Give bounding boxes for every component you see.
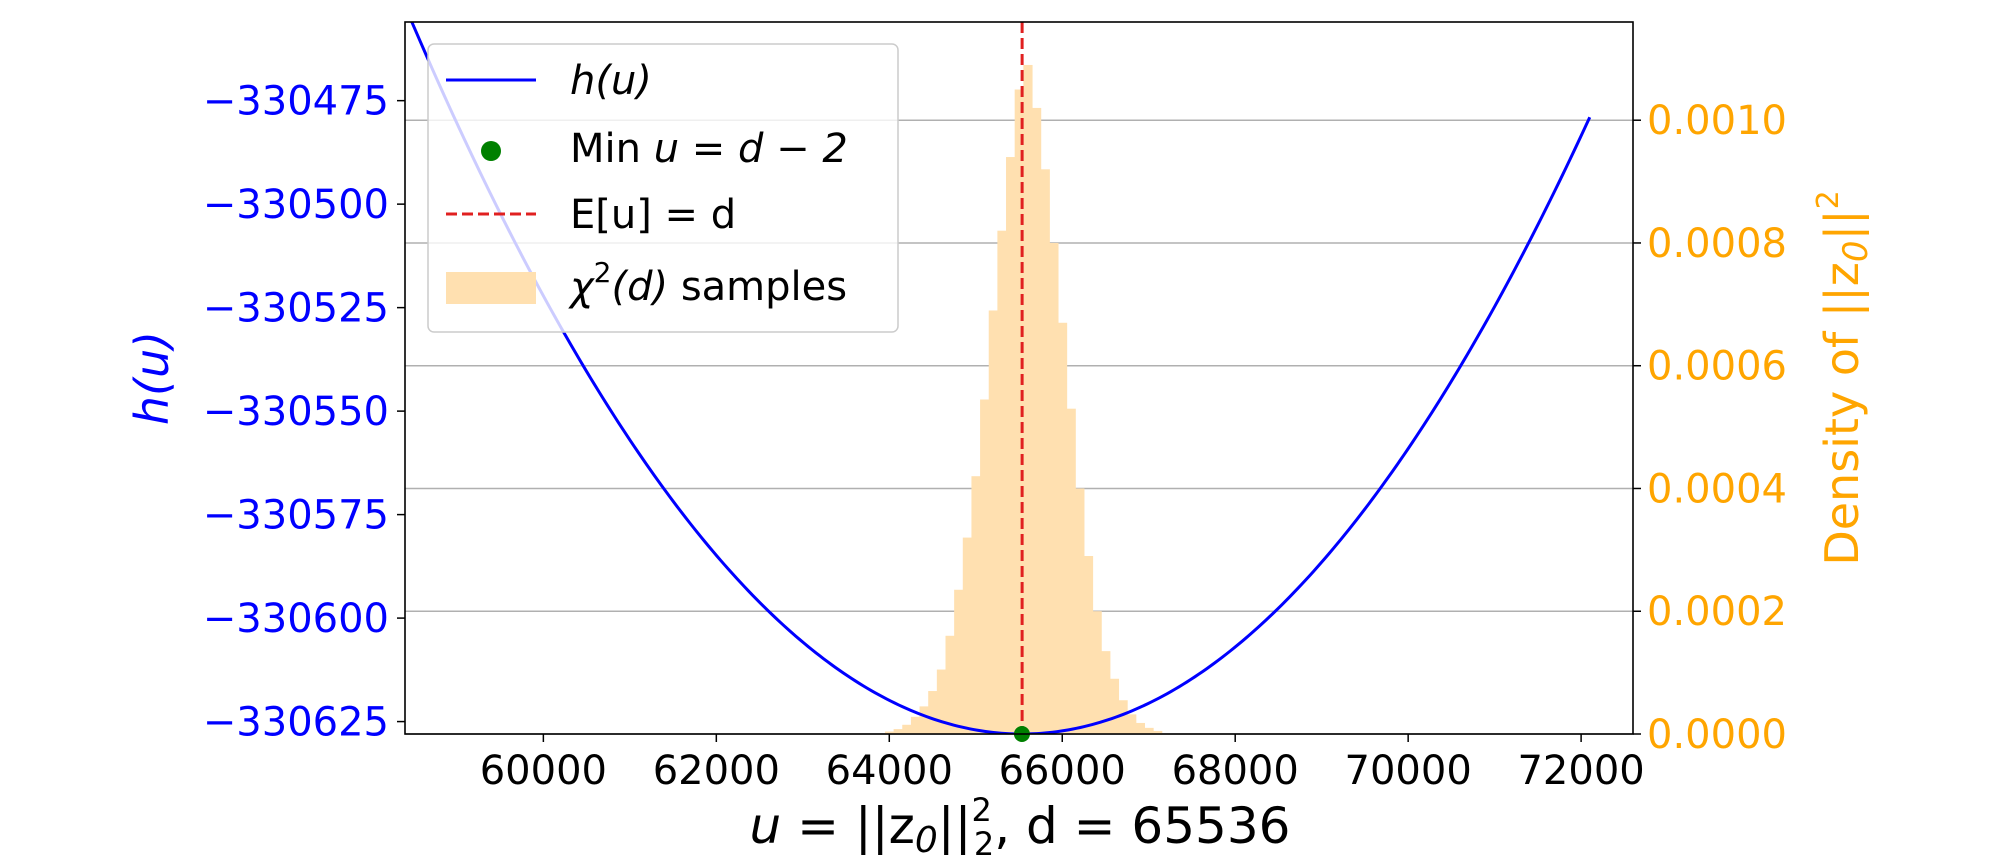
histogram-bar — [1127, 714, 1137, 734]
left-tick-label: −330500 — [203, 182, 389, 228]
legend-label-curve: h(u) — [570, 58, 652, 104]
x-axis-ticks: 60000 62000 64000 66000 68000 70000 72000 — [480, 734, 1645, 794]
histogram-bar — [954, 589, 964, 734]
x-tick-label: 68000 — [1172, 748, 1299, 794]
right-tick-label: 0.0010 — [1647, 98, 1787, 144]
x-axis-label: u = ||z0||2 2, d = 65536 — [750, 791, 1291, 860]
histogram-bar — [1006, 157, 1016, 734]
right-tick-label: 0.0004 — [1647, 466, 1787, 512]
right-tick-label: 0.0002 — [1647, 589, 1787, 635]
histogram-bar — [1023, 64, 1033, 734]
histogram-bar — [902, 724, 912, 734]
right-tick-label: 0.0000 — [1647, 712, 1787, 758]
legend-label-hist: χ2(d) samples — [568, 256, 847, 310]
histogram-bar — [1083, 556, 1094, 734]
right-axis-label: Density of ||z0||2 — [1811, 190, 1876, 565]
histogram-bar — [893, 729, 903, 734]
histogram-bars — [884, 64, 1163, 734]
left-tick-label: −330575 — [203, 493, 389, 539]
legend-swatch-min — [481, 141, 501, 161]
histogram-bar — [884, 731, 895, 734]
histogram-bar — [1118, 700, 1128, 734]
left-tick-label: −330600 — [203, 596, 389, 642]
histogram-bar — [1092, 611, 1102, 734]
right-tick-label: 0.0008 — [1647, 221, 1787, 267]
histogram-bar — [1031, 107, 1042, 734]
histogram-bar — [1153, 730, 1163, 734]
histogram-bar — [1066, 408, 1076, 734]
x-tick-label: 72000 — [1517, 748, 1644, 794]
left-tick-label: −330550 — [203, 389, 389, 435]
x-tick-label: 60000 — [480, 748, 607, 794]
x-tick-label: 64000 — [826, 748, 953, 794]
histogram-bar — [962, 537, 973, 734]
histogram-bar — [1049, 242, 1059, 734]
x-tick-label: 70000 — [1345, 748, 1472, 794]
histogram-bar — [919, 706, 929, 734]
histogram-bar — [997, 230, 1007, 734]
histogram-bar — [988, 310, 998, 734]
histogram-bar — [928, 691, 938, 734]
histogram-bar — [1109, 678, 1120, 734]
left-axis-ticks: −330475 −330500 −330525 −330550 −330575 −3306… — [203, 79, 405, 746]
legend-box — [427, 43, 899, 333]
histogram-bar — [1057, 322, 1068, 734]
left-tick-label: −330525 — [203, 286, 389, 332]
x-tick-label: 66000 — [999, 748, 1126, 794]
histogram-bar — [1040, 169, 1050, 734]
histogram-bar — [1101, 651, 1111, 734]
left-axis-label: h(u) — [125, 331, 179, 425]
histogram-bar — [945, 635, 955, 734]
legend-label-mean: E[u] = d — [570, 192, 736, 238]
histogram-bar — [936, 669, 947, 734]
legend: h(u) Min u = d − 2 E[u] = d χ2(d) sample… — [427, 43, 899, 333]
legend-swatch-hist — [446, 272, 536, 304]
histogram-bar — [980, 399, 990, 734]
plot-frame — [404, 21, 1634, 735]
histogram-bar — [910, 716, 921, 734]
histogram-bar — [1014, 89, 1024, 734]
left-tick-label: −330475 — [203, 79, 389, 125]
h-u-curve — [410, 22, 1592, 734]
left-tick-label: −330625 — [203, 700, 389, 746]
histogram-bar — [971, 476, 981, 734]
legend-label-min: Min u = d − 2 — [570, 126, 848, 172]
histogram-bar — [1144, 727, 1154, 734]
histogram-bar — [1135, 722, 1145, 734]
right-axis-ticks: 0.0010 0.0008 0.0006 0.0004 0.0002 0.0000 — [1633, 98, 1787, 758]
right-tick-label: 0.0006 — [1647, 344, 1787, 390]
histogram-bar — [1075, 488, 1085, 734]
x-tick-label: 62000 — [653, 748, 780, 794]
